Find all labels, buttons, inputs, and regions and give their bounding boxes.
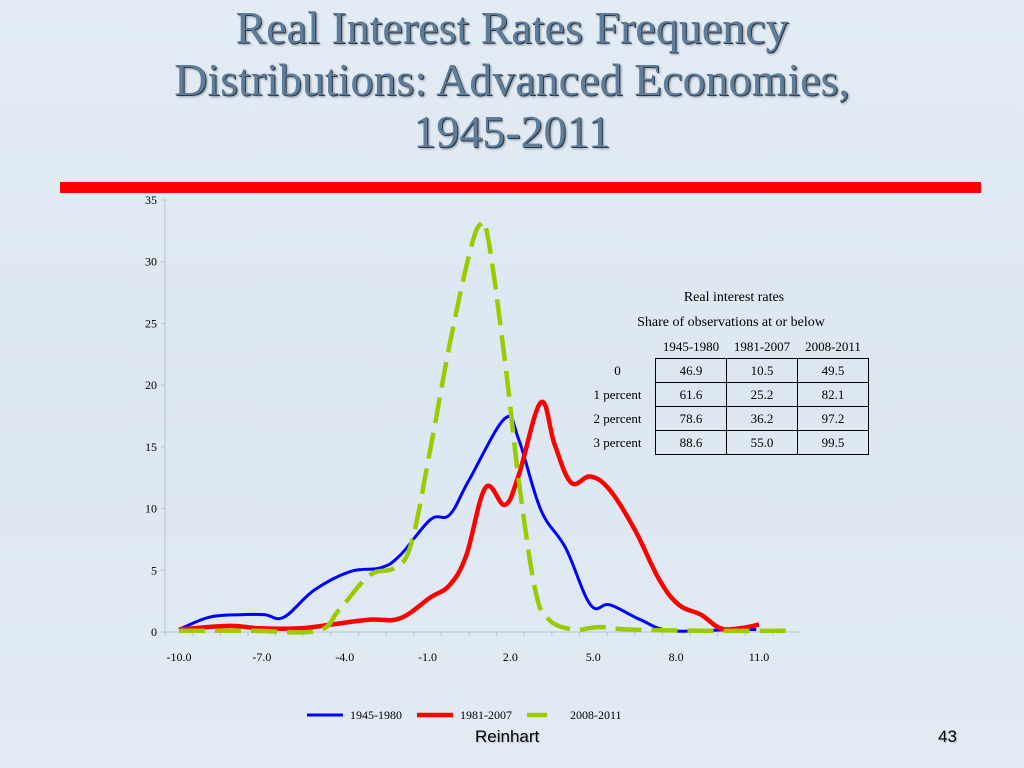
row-label: 2 percent <box>593 410 642 426</box>
table-caption-title: Real interest rates <box>683 290 785 305</box>
series-line-1945-1980 <box>178 414 757 633</box>
table-row: 1 percent 61.6 25.2 82.1 <box>580 382 869 407</box>
legend-label: 1981-2007 <box>460 708 512 722</box>
legend-item: 1981-2007 <box>417 708 512 722</box>
legend-item: 2008-2011 <box>527 708 622 722</box>
chart-legend: 1945-1980 1981-2007 2008-2011 <box>307 708 622 722</box>
y-tick-label: 5 <box>151 563 157 577</box>
table-row: 2 percent 78.6 36.2 97.2 <box>580 406 869 431</box>
page-number: 43 <box>938 727 957 746</box>
x-tick-label: 5.0 <box>586 650 601 664</box>
series-line-2008-2011 <box>179 219 787 635</box>
row-label: 1 percent <box>593 386 642 402</box>
table-cell: 61.6 <box>655 382 727 407</box>
title-line-1: Real Interest Rates Frequency <box>235 2 789 53</box>
slide-title: Real Interest Rates Frequency Distributi… <box>0 2 1024 158</box>
y-tick-label: 35 <box>145 193 157 207</box>
y-tick-label: 20 <box>145 378 157 392</box>
legend-item: 1945-1980 <box>307 708 402 722</box>
x-tick-label: 2.0 <box>503 650 518 664</box>
title-line-2: Distributions: Advanced Economies, <box>174 54 850 105</box>
summary-table-panel: Real interest rates Share of observation… <box>580 285 880 455</box>
legend-label: 2008-2011 <box>570 708 622 722</box>
chart-series <box>178 219 787 635</box>
table-cell: 49.5 <box>797 358 869 383</box>
table-cell: 46.9 <box>655 358 727 383</box>
y-tick-label: 10 <box>145 502 157 516</box>
x-tick-label: -10.0 <box>167 650 192 664</box>
table-cell: 97.2 <box>797 406 869 431</box>
x-tick-label: -4.0 <box>335 650 354 664</box>
table-corner <box>580 336 656 359</box>
title-line-3: 1945-2011 <box>413 106 611 157</box>
footer-author: Reinhart <box>475 727 540 746</box>
table-row: 0 46.9 10.5 49.5 <box>580 358 869 383</box>
row-label: 3 percent <box>593 434 642 450</box>
table-cell: 25.2 <box>726 382 798 407</box>
title-divider-rule <box>60 182 981 193</box>
column-header: 2008-2011 <box>805 339 861 354</box>
row-label: 0 <box>614 362 621 378</box>
table-cell: 82.1 <box>797 382 869 407</box>
table-row: 3 percent 88.6 55.0 99.5 <box>580 430 869 455</box>
y-tick-label: 30 <box>145 255 157 269</box>
table-cell: 88.6 <box>655 430 727 455</box>
share-of-observations-table: 1945-1980 1981-2007 2008-2011 0 46.9 10.… <box>580 336 869 455</box>
x-tick-label: -1.0 <box>418 650 437 664</box>
table-caption-subtitle: Share of observations at or below <box>637 315 825 330</box>
table-cell: 55.0 <box>726 430 798 455</box>
y-tick-label: 25 <box>145 316 157 330</box>
table-cell: 36.2 <box>726 406 798 431</box>
table-cell: 10.5 <box>726 358 798 383</box>
y-tick-label: 0 <box>151 625 157 639</box>
x-tick-label: -7.0 <box>252 650 271 664</box>
column-header: 1945-1980 <box>662 339 720 354</box>
table-cell: 99.5 <box>797 430 869 455</box>
x-tick-label: 11.0 <box>749 650 770 664</box>
table-cell: 78.6 <box>655 406 727 431</box>
legend-label: 1945-1980 <box>350 708 402 722</box>
x-tick-label: 8.0 <box>669 650 684 664</box>
y-tick-label: 15 <box>145 440 157 454</box>
column-header: 1981-2007 <box>733 339 791 354</box>
